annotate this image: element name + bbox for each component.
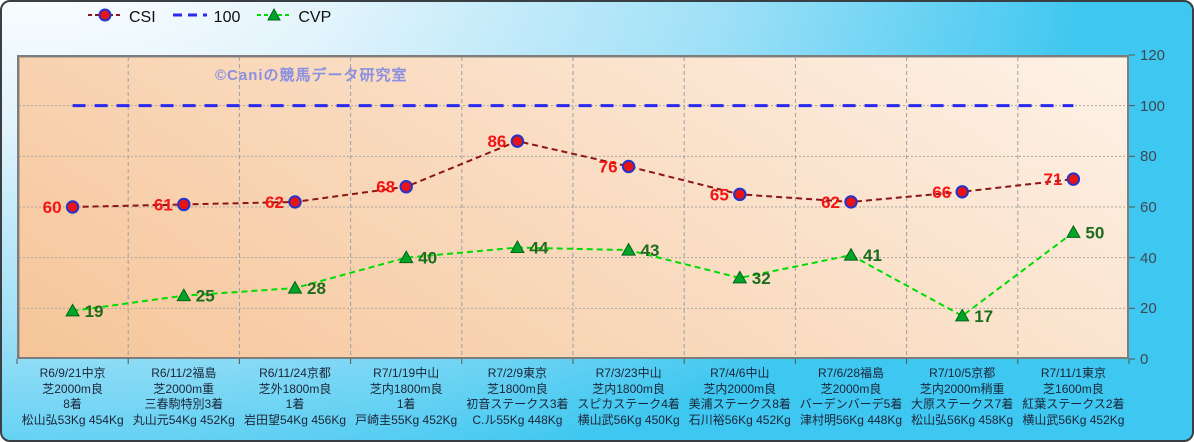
legend-label-csi: CSI — [129, 8, 156, 26]
x-axis-label-line: 横山武56Kg 450Kg — [577, 412, 680, 427]
y-axis-label: 60 — [1140, 199, 1157, 216]
x-axis-label-line: 1着 — [285, 397, 305, 411]
legend-label-100: 100 — [213, 8, 241, 26]
x-axis-label-line: 芝内2000m良 — [703, 381, 777, 396]
x-axis-label: R7/1/19中山 芝内1800m良 1着 戸崎圭55Kg 452Kg — [351, 366, 462, 428]
y-axis-label: 120 — [1140, 47, 1166, 64]
legend-swatch-line — [88, 8, 122, 22]
y-axis-label: 40 — [1140, 249, 1157, 267]
legend-swatch-line — [172, 13, 207, 17]
y-axis-label: 0 — [1140, 351, 1149, 368]
watermark: ©Caniの競馬データ研究室 — [215, 67, 408, 84]
hundred-legend-swatch-icon — [172, 7, 207, 28]
x-axis-label: R7/10/5京都 芝内2000m稍重 大原ステークス7着 松山弘56Kg 458Kg — [907, 366, 1018, 428]
legend-label-cvp: CVP — [298, 8, 332, 26]
cvp-legend-swatch-icon — [257, 7, 292, 28]
x-axis-label-line: 芝内2000m稍重 — [919, 381, 1005, 396]
x-axis-label-line: 岩田望54Kg 456Kg — [243, 412, 347, 427]
x-axis-label-line: 芝2000m良 — [42, 381, 103, 396]
x-axis-label-line: C.ル55Kg 448Kg — [472, 412, 563, 427]
x-axis-label-line: R7/6/28福島 — [817, 366, 884, 380]
x-axis-label-line: 石川裕56Kg 452Kg — [688, 412, 791, 427]
y-axis-label: 80 — [1140, 148, 1157, 166]
legend-item-cvp: CVP — [257, 7, 331, 28]
x-axis-label: R6/11/24京都 芝外1800m良 1着 岩田望54Kg 456Kg — [239, 366, 350, 428]
x-axis-label-line: 津村明56Kg 448Kg — [799, 412, 903, 427]
x-axis-label-line: 芝1800m良 — [487, 381, 548, 396]
x-axis-label-line: R6/9/21中京 — [39, 366, 106, 380]
x-axis-label-line: 1着 — [396, 397, 416, 411]
x-axis-label-line: 芝2000m重 — [153, 381, 215, 396]
legend-item-csi: CSI — [88, 7, 156, 28]
x-axis-label-line: R6/11/2福島 — [151, 366, 217, 380]
chart-legend: CSI 100 CVP — [88, 7, 331, 28]
x-axis-label-line: 松山弘53Kg 454Kg — [21, 412, 124, 427]
x-axis-label-line: 美浦ステークス8着 — [688, 397, 791, 411]
x-axis-label-line: 芝1600m良 — [1043, 381, 1104, 396]
x-axis-label-line: 芝内1800m良 — [592, 381, 665, 396]
x-axis-label: R7/6/28福島 芝2000m良 バーデンバーデ5着 津村明56Kg 448Kg — [795, 366, 906, 428]
x-axis-label: R7/4/6中山 芝内2000m良 美浦ステークス8着 石川裕56Kg 452Kg — [684, 366, 795, 428]
x-axis-label: R7/2/9東京 芝1800m良 初音ステークス3着 C.ル55Kg 448Kg — [462, 366, 573, 428]
x-axis-label-line: バーデンバーデ5着 — [799, 397, 903, 411]
x-axis-label-line: 三春駒特別3着 — [144, 397, 224, 411]
x-axis-label: R7/3/23中山 芝内1800m良 スピカステーク4着 横山武56Kg 450Kg — [573, 366, 684, 428]
x-axis-label: R6/9/21中京 芝2000m良 8着 松山弘53Kg 454Kg — [17, 366, 128, 428]
x-axis-label-line: R7/3/23中山 — [595, 366, 662, 380]
x-axis-label-line: 芝外1800m良 — [258, 381, 332, 396]
x-axis-label-line: 戸崎圭55Kg 452Kg — [355, 412, 458, 427]
x-axis-label-line: 松山弘56Kg 458Kg — [911, 412, 1014, 427]
x-axis-label-line: 横山武56Kg 452Kg — [1022, 412, 1125, 427]
x-axis-label-line: 芝2000m良 — [820, 381, 882, 396]
x-axis-label-line: 紅葉ステークス2着 — [1022, 397, 1125, 411]
legend-swatch-line — [257, 7, 292, 21]
x-axis-label-line: R7/11/1東京 — [1040, 366, 1106, 380]
x-axis-label-line: R7/4/6中山 — [710, 366, 770, 380]
x-axis-label-line: 丸山元54Kg 452Kg — [132, 412, 235, 427]
csi-legend-swatch-icon — [88, 7, 122, 28]
y-axis-label: 100 — [1140, 97, 1166, 115]
x-axis-label-line: R7/1/19中山 — [373, 366, 440, 380]
x-axis-label-line: 大原ステークス7着 — [911, 397, 1014, 411]
x-axis-label-line: スピカステーク4着 — [577, 397, 680, 411]
x-axis-label: R6/11/2福島 芝2000m重 三春駒特別3着 丸山元54Kg 452Kg — [128, 366, 239, 428]
x-axis-label-line: R7/10/5京都 — [929, 366, 996, 380]
x-axis-label: R7/11/1東京 芝1600m良 紅葉ステークス2着 横山武56Kg 452Kg — [1018, 366, 1129, 428]
legend-item-100: 100 — [172, 7, 241, 28]
plot-area — [17, 55, 1129, 359]
x-axis-label-line: 初音ステークス3着 — [466, 397, 569, 411]
x-axis-label-line: 8着 — [63, 397, 82, 411]
y-axis-label: 20 — [1140, 300, 1157, 318]
x-axis-label-line: R7/2/9東京 — [487, 366, 548, 380]
x-axis-label-line: 芝内1800m良 — [369, 381, 443, 396]
x-axis-label-line: R6/11/24京都 — [259, 366, 331, 380]
